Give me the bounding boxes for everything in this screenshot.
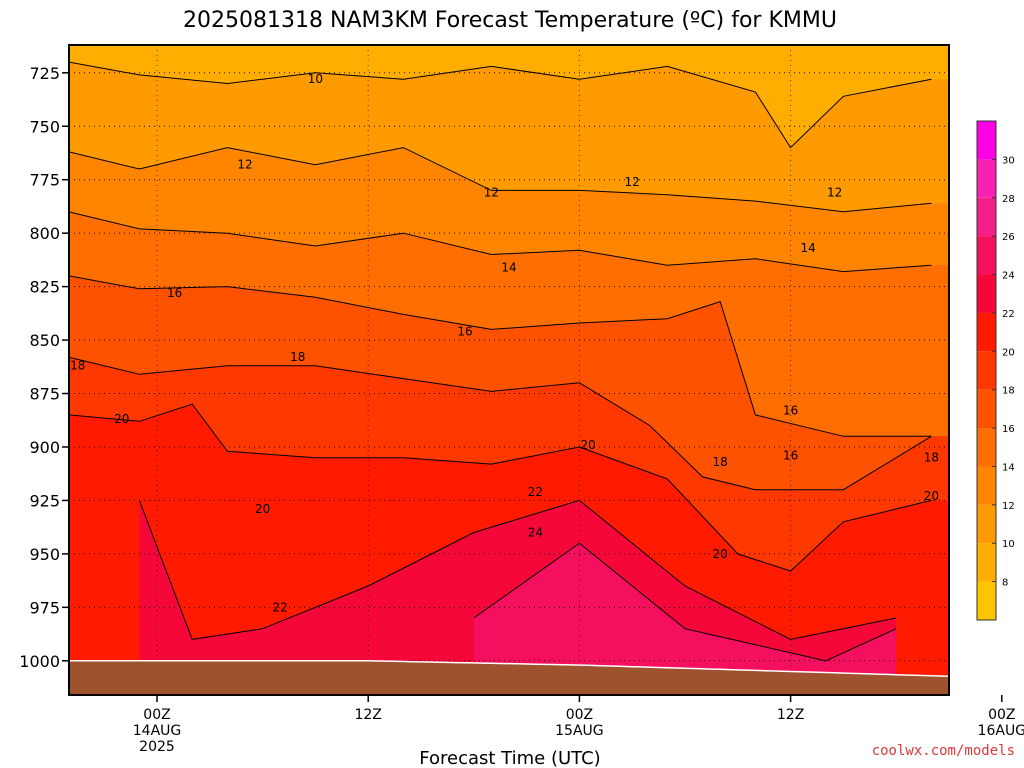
y-tick-label-850: 850 <box>29 331 60 350</box>
isotherm-10 <box>69 61 932 149</box>
contour-label-22: 22 <box>273 600 288 614</box>
contour-label-12: 12 <box>625 175 640 189</box>
contour-label-20: 20 <box>114 412 129 426</box>
contour-label-18: 18 <box>713 455 728 469</box>
x-tick-label-0-2: 2025 <box>139 739 175 755</box>
x-tick-label-36-0: 12Z <box>777 707 804 723</box>
contour-label-16: 16 <box>457 325 472 339</box>
colorbar-label-12: 12 <box>1002 501 1015 512</box>
colorbar-swatch-6 <box>977 351 996 390</box>
x-tick-label-24-1: 15AUG <box>555 723 604 739</box>
x-tick-label-48-1: 16AUG <box>978 723 1024 739</box>
temperature-bands <box>69 45 949 695</box>
chart-title: 2025081318 NAM3KM Forecast Temperature (… <box>183 8 837 33</box>
contour-label-12: 12 <box>827 186 842 200</box>
credit-text: coolwx.com/models <box>872 743 1015 759</box>
colorbar-label-18: 18 <box>1002 386 1015 397</box>
contour-label-14: 14 <box>501 260 516 274</box>
contour-label-22: 22 <box>528 485 543 499</box>
contour-label-18: 18 <box>70 359 85 373</box>
isotherm-18 <box>69 356 932 491</box>
y-tick-label-925: 925 <box>29 491 60 510</box>
contour-label-16: 16 <box>783 404 798 418</box>
contour-label-18: 18 <box>924 451 939 465</box>
isotherm-22 <box>138 499 897 640</box>
colorbar-label-28: 28 <box>1002 194 1015 205</box>
isotherm-12 <box>69 147 932 213</box>
colorbar-label-26: 26 <box>1002 232 1015 243</box>
contour-label-12: 12 <box>237 158 252 172</box>
y-tick-label-750: 750 <box>29 117 60 136</box>
colorbar-label-30: 30 <box>1002 155 1015 166</box>
colorbar-label-10: 10 <box>1002 539 1015 550</box>
colorbar-label-14: 14 <box>1002 462 1015 473</box>
colorbar-swatch-11 <box>977 159 996 198</box>
colorbar-swatch-10 <box>977 197 996 237</box>
plot-frame <box>68 44 950 696</box>
x-tick-label-24-0: 00Z <box>566 707 593 723</box>
colorbar-swatch-8 <box>977 274 996 313</box>
contour-label-16: 16 <box>167 286 182 300</box>
colorbar-label-16: 16 <box>1002 424 1015 435</box>
y-tick-label-950: 950 <box>29 545 60 564</box>
isotherm-24 <box>473 542 897 662</box>
y-tick-label-975: 975 <box>29 598 60 617</box>
colorbar-label-24: 24 <box>1002 271 1015 282</box>
contour-label-10: 10 <box>308 72 323 86</box>
y-tick-label-800: 800 <box>29 224 60 243</box>
colorbar-swatch-5 <box>977 389 996 429</box>
y-tick-label-900: 900 <box>29 438 60 457</box>
colorbar-swatch-3 <box>977 466 996 505</box>
x-tick-label-48-0: 00Z <box>988 707 1015 723</box>
colorbar-frame <box>976 120 997 621</box>
y-tick-label-875: 875 <box>29 385 60 404</box>
terrain-surface <box>69 660 949 695</box>
contour-label-14: 14 <box>801 241 816 255</box>
pressure-axis: 725 750 775 800 825 850 875 900 925 950 975 1000 <box>19 64 69 671</box>
x-tick-label-0-1: 14AUG <box>133 723 182 739</box>
contour-label-20: 20 <box>255 502 270 516</box>
contour-label-24: 24 <box>528 526 543 540</box>
isotherm-labels: 10 12 12 12 12 14 14 16 16 16 16 18 18 18 18 20 20 20 20 20… <box>70 72 939 614</box>
x-axis-title: Forecast Time (UTC) <box>419 748 600 768</box>
colorbar-label-20: 20 <box>1002 347 1015 358</box>
y-tick-label-1000: 1000 <box>19 652 60 671</box>
colorbar-label-8: 8 <box>1002 578 1008 589</box>
isotherm-14 <box>69 211 932 273</box>
y-tick-label-775: 775 <box>29 171 60 190</box>
contour-label-20: 20 <box>924 489 939 503</box>
colorbar-label-22: 22 <box>1002 309 1015 320</box>
contour-label-20: 20 <box>713 547 728 561</box>
isotherm-16 <box>69 275 932 437</box>
y-tick-label-725: 725 <box>29 64 60 83</box>
contour-label-16: 16 <box>783 449 798 463</box>
band-above-24 <box>473 543 897 695</box>
contour-label-18: 18 <box>290 350 305 364</box>
colorbar-swatch-12 <box>977 121 996 160</box>
contour-label-12: 12 <box>484 186 499 200</box>
colorbar: 8 10 12 14 16 18 20 22 24 26 28 30 <box>976 120 1015 621</box>
colorbar-swatch-0 <box>977 581 996 620</box>
colorbar-swatch-4 <box>977 428 996 467</box>
colorbar-swatch-2 <box>977 504 996 544</box>
isotherm-lines <box>69 61 932 662</box>
x-tick-label-0-0: 00Z <box>143 707 170 723</box>
y-tick-label-825: 825 <box>29 278 60 297</box>
colorbar-swatch-7 <box>977 312 996 352</box>
contour-label-20: 20 <box>581 438 596 452</box>
x-tick-label-12-0: 12Z <box>354 707 381 723</box>
grid-lines <box>69 45 949 695</box>
colorbar-swatch-1 <box>977 543 996 582</box>
isotherm-20 <box>69 403 932 572</box>
colorbar-swatch-9 <box>977 236 996 275</box>
